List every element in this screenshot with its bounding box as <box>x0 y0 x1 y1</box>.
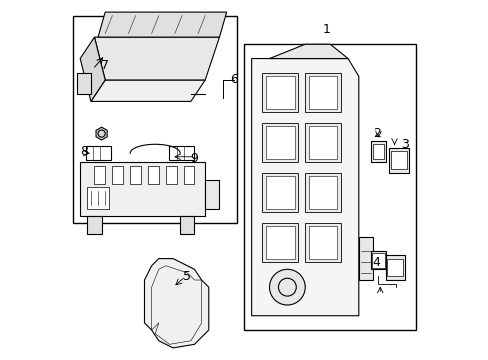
Text: 4: 4 <box>372 256 380 269</box>
Polygon shape <box>269 44 347 59</box>
Bar <box>244 44 415 330</box>
Bar <box>130 166 141 184</box>
Text: 2: 2 <box>372 127 380 140</box>
Bar <box>112 166 123 184</box>
Polygon shape <box>80 37 105 102</box>
Bar <box>73 16 237 223</box>
Bar <box>180 216 194 234</box>
Bar <box>85 146 110 160</box>
Polygon shape <box>91 80 205 102</box>
Bar <box>148 166 159 184</box>
Bar <box>308 126 337 158</box>
Bar <box>372 253 384 267</box>
Text: 9: 9 <box>190 152 198 165</box>
Bar <box>372 144 383 158</box>
Bar <box>265 176 294 208</box>
Bar <box>305 123 340 162</box>
Bar <box>205 180 219 208</box>
Bar <box>386 258 403 276</box>
Bar <box>265 126 294 158</box>
Bar <box>388 148 408 173</box>
Polygon shape <box>144 258 208 348</box>
Text: 7: 7 <box>101 59 109 72</box>
Polygon shape <box>94 37 219 80</box>
Bar <box>183 166 194 184</box>
Bar <box>308 226 337 258</box>
Text: 8: 8 <box>80 145 87 158</box>
Text: 6: 6 <box>229 73 237 86</box>
Bar <box>165 166 176 184</box>
Bar <box>385 255 405 280</box>
Bar <box>87 216 102 234</box>
Bar <box>305 223 340 262</box>
Bar <box>265 76 294 109</box>
Bar <box>305 73 340 112</box>
Bar <box>169 146 194 160</box>
Polygon shape <box>251 59 358 316</box>
Text: 3: 3 <box>401 138 408 151</box>
Polygon shape <box>77 73 91 94</box>
Bar <box>308 176 337 208</box>
Bar <box>262 73 298 112</box>
Bar <box>305 173 340 212</box>
Bar <box>87 187 108 208</box>
Bar <box>390 152 406 169</box>
Bar <box>94 166 105 184</box>
Bar <box>308 76 337 109</box>
Polygon shape <box>96 127 107 140</box>
Bar <box>265 226 294 258</box>
Bar <box>262 223 298 262</box>
Text: 1: 1 <box>322 23 330 36</box>
Polygon shape <box>98 12 226 37</box>
Circle shape <box>269 269 305 305</box>
Bar <box>370 251 385 269</box>
Bar <box>370 141 385 162</box>
Bar <box>80 162 205 216</box>
Bar <box>358 237 372 280</box>
Text: 5: 5 <box>183 270 191 283</box>
Bar <box>262 123 298 162</box>
Bar <box>262 173 298 212</box>
